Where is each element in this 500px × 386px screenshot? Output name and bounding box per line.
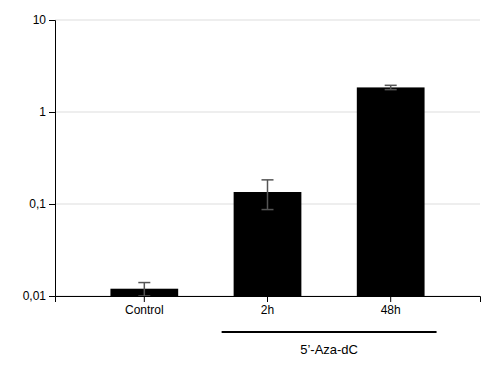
tick: 1 bbox=[39, 105, 55, 119]
tick-label: 48h bbox=[381, 303, 401, 317]
tick-mark bbox=[49, 204, 55, 205]
grid-line bbox=[55, 20, 480, 21]
tick-mark bbox=[49, 112, 55, 113]
tick-label: 10 bbox=[33, 13, 47, 27]
bar bbox=[357, 87, 425, 296]
bracket: 5’-Aza-dC bbox=[222, 332, 437, 357]
tick-mark bbox=[144, 296, 145, 302]
error-bar-stem bbox=[267, 180, 269, 210]
annotation: 5’-Aza-dC bbox=[300, 342, 358, 357]
chart: 0,01 0,1 1 10 Control 2h 48h 5’-Aza-dC bbox=[0, 0, 500, 386]
axis-line bbox=[49, 21, 56, 297]
tick: Control bbox=[125, 296, 164, 317]
tick-mark bbox=[390, 296, 391, 302]
grid bbox=[55, 20, 480, 296]
tick: 48h bbox=[381, 296, 401, 317]
error-bar bbox=[262, 180, 274, 210]
tick: 10 bbox=[33, 13, 55, 27]
x-axis: Control 2h 48h bbox=[56, 296, 481, 317]
error-bar-cap bbox=[385, 89, 397, 91]
tick-mark bbox=[49, 20, 55, 21]
marks bbox=[110, 85, 424, 296]
error-bar-stem bbox=[144, 283, 146, 296]
error-bar-cap bbox=[262, 209, 274, 211]
tick-mark bbox=[49, 296, 55, 297]
error-bar bbox=[138, 283, 150, 296]
tick: 0,1 bbox=[29, 197, 55, 211]
error-bar-cap bbox=[262, 179, 274, 181]
tick-label: 2h bbox=[261, 303, 274, 317]
error-bar bbox=[385, 85, 397, 89]
tick-label: 0,1 bbox=[29, 197, 46, 211]
plot: 0,01 0,1 1 10 Control 2h 48h 5’-Aza-dC bbox=[23, 13, 481, 357]
tick: 2h bbox=[261, 296, 274, 317]
tick-label: 0,01 bbox=[23, 289, 47, 303]
error-bar-cap bbox=[138, 295, 150, 296]
tick-label: Control bbox=[125, 303, 164, 317]
bracket-line bbox=[222, 331, 437, 333]
tick: 0,01 bbox=[23, 289, 55, 303]
axis-line bbox=[56, 297, 481, 303]
y-axis: 0,01 0,1 1 10 bbox=[23, 13, 56, 303]
error-bar-cap bbox=[385, 85, 397, 87]
tick-mark bbox=[267, 296, 268, 302]
error-bar-cap bbox=[138, 282, 150, 284]
tick-label: 1 bbox=[39, 105, 46, 119]
